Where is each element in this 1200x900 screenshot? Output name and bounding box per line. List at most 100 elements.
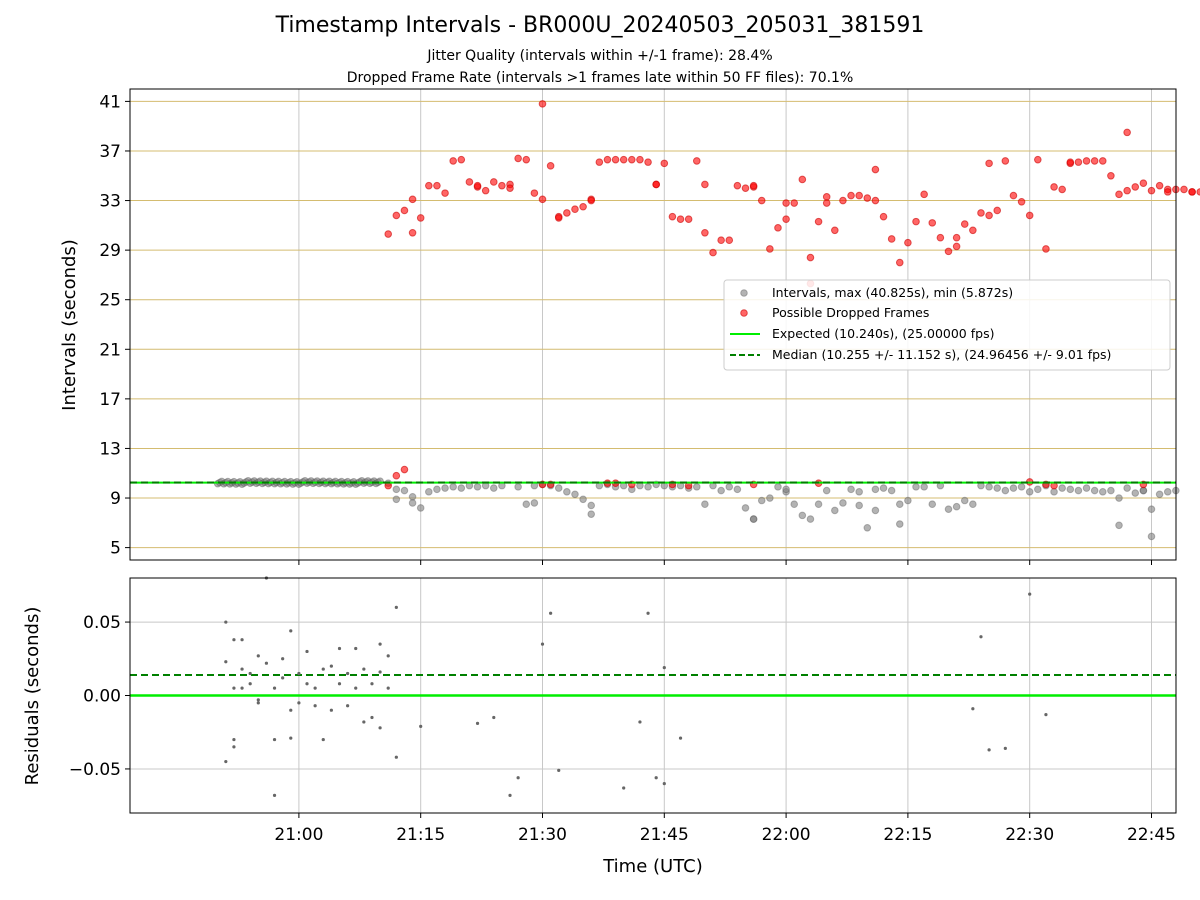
chart-title: Timestamp Intervals - BR000U_20240503_20…	[275, 13, 925, 38]
interval-point	[1034, 485, 1042, 494]
residual-point	[313, 704, 317, 708]
interval-point	[895, 500, 904, 509]
interval-point	[1050, 488, 1058, 496]
dropped-frame-point	[920, 190, 928, 199]
residuals-panel: 21:00 21:15 21:30 21:45 22:00 22:15 22:30 22:45…	[69, 576, 1177, 845]
interval-point	[1098, 488, 1107, 496]
y-tick-label: 41	[99, 92, 121, 112]
dropped-frame-point	[782, 215, 790, 223]
residual-point	[272, 793, 277, 797]
dropped-frame-point	[757, 196, 766, 205]
dropped-frame-point	[766, 245, 774, 253]
residual-point	[638, 720, 642, 724]
interval-point	[871, 506, 880, 515]
interval-point	[725, 483, 734, 491]
dropped-frame-point	[538, 195, 547, 204]
residual-point	[971, 707, 975, 711]
interval-point	[798, 511, 807, 520]
residual-point	[256, 701, 260, 705]
dropped-frame-point	[619, 155, 628, 164]
dropped-frame-point	[441, 189, 449, 197]
interval-point	[1155, 490, 1164, 499]
interval-point	[425, 488, 433, 496]
residual-point	[224, 759, 228, 764]
dropped-frame-point	[782, 199, 790, 207]
dropped-frame-point	[985, 211, 993, 220]
residual-point	[370, 715, 374, 720]
residual-point	[354, 686, 358, 690]
interval-point	[489, 484, 498, 492]
interval-point	[1107, 486, 1115, 495]
dropped-frame-point	[554, 214, 563, 222]
dropped-frame-point	[408, 195, 417, 204]
dropped-frame-point	[952, 242, 961, 251]
dropped-frame-point	[636, 155, 644, 164]
dropped-frame-point	[1147, 186, 1156, 195]
dropped-frame-point	[806, 253, 815, 262]
dropped-frame-point	[1042, 245, 1050, 253]
interval-point	[457, 484, 466, 492]
residual-point	[240, 638, 244, 642]
interval-point	[871, 485, 880, 494]
residual-point	[240, 667, 244, 671]
dropped-frame-point	[822, 199, 831, 207]
x-tick-label: 22:15	[883, 825, 932, 845]
dropped-frame-point	[790, 199, 799, 207]
dropped-frame-point	[1001, 157, 1010, 165]
dropped-frame-point	[538, 100, 547, 108]
residual-point	[492, 715, 496, 720]
residual-point	[678, 736, 683, 740]
residual-point	[540, 642, 545, 646]
interval-point	[912, 483, 920, 491]
interval-point	[571, 490, 579, 499]
interval-point	[895, 520, 904, 528]
residual-point	[378, 642, 382, 646]
intervals-plot-frame	[129, 88, 1177, 561]
interval-point	[985, 483, 993, 491]
residual-point	[297, 671, 301, 676]
dropped-frame-point	[993, 206, 1002, 215]
dropped-frame-point	[384, 230, 393, 238]
residual-point	[305, 649, 309, 654]
residual-point	[1028, 592, 1032, 596]
interval-point	[1139, 486, 1148, 495]
legend-dropped-marker	[740, 309, 748, 317]
interval-point	[587, 501, 596, 510]
dropped-frame-point	[668, 212, 677, 221]
interval-point	[960, 496, 969, 505]
interval-point	[839, 499, 847, 507]
legend: Intervals, max (40.825s), min (5.872s) Po…	[723, 279, 1171, 371]
residual-point	[370, 682, 374, 686]
interval-point	[408, 492, 417, 501]
dropped-frame-point	[546, 162, 555, 170]
interval-point	[887, 486, 896, 495]
residual-point	[256, 654, 260, 658]
y-tick-label: 17	[99, 390, 121, 410]
interval-point	[969, 500, 977, 509]
dropped-frame-point	[960, 220, 969, 228]
legend-label: Possible Dropped Frames	[772, 305, 929, 320]
interval-point	[1017, 483, 1026, 491]
interval-point	[1025, 488, 1034, 496]
interval-point	[1147, 505, 1156, 513]
dropped-frame-point	[408, 228, 417, 237]
residual-point	[354, 646, 358, 651]
residual-point	[1003, 746, 1007, 750]
residual-point	[475, 721, 480, 726]
interval-point	[1009, 484, 1018, 492]
residual-point	[321, 737, 325, 742]
dropped-frame-point	[952, 233, 961, 242]
residual-point	[346, 671, 350, 676]
dropped-frame-point	[822, 193, 831, 201]
dropped-frame-point	[652, 180, 660, 189]
residual-point	[516, 776, 520, 780]
interval-point	[782, 485, 790, 494]
legend-label: Median (10.255 +/- 11.152 s), (24.96456 …	[772, 347, 1111, 362]
interval-point	[1123, 484, 1131, 492]
residual-point	[394, 605, 398, 609]
dropped-frame-point	[1025, 211, 1034, 220]
residual-point	[224, 660, 228, 664]
dropped-frame-point	[733, 181, 742, 190]
dropped-frame-point	[912, 217, 920, 226]
residual-point	[549, 611, 553, 615]
